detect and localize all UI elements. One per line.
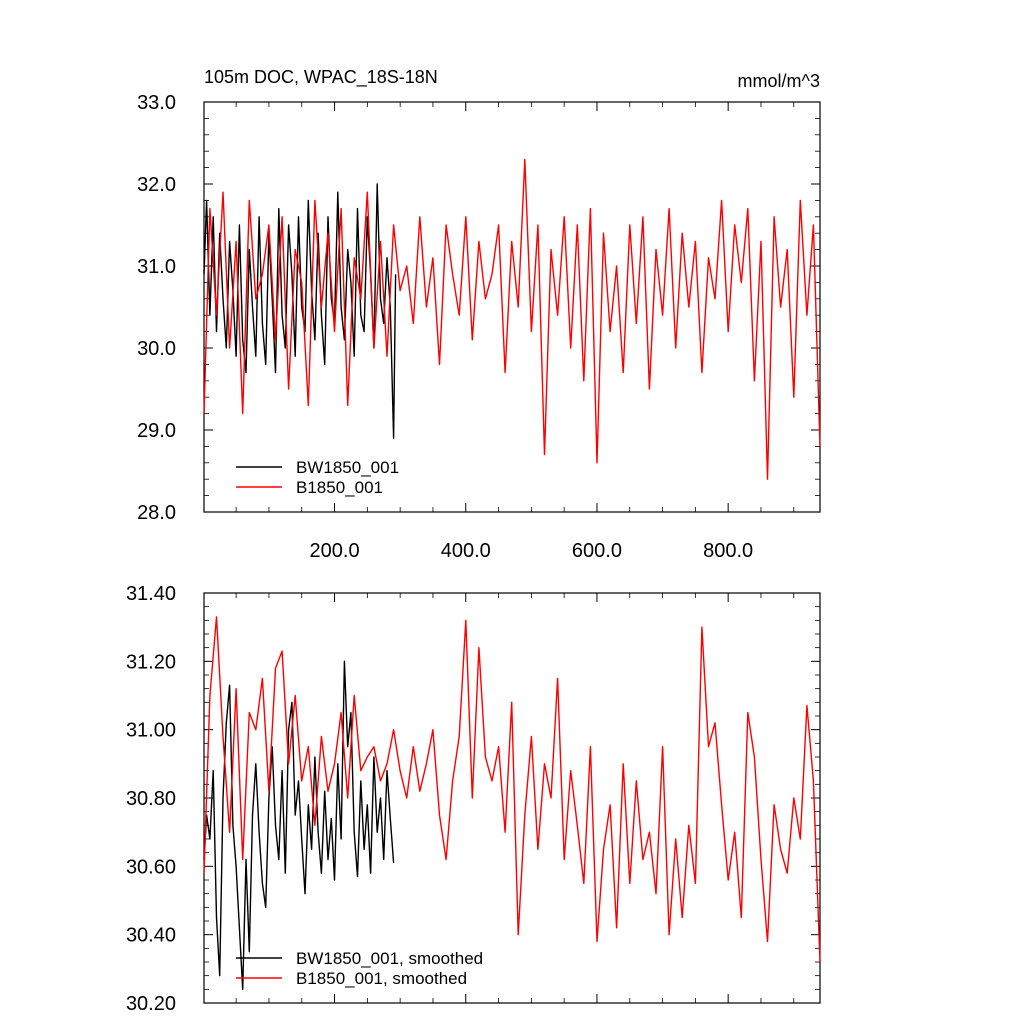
y-tick-label: 30.0 (137, 338, 176, 360)
y-tick-label: 31.00 (126, 720, 176, 742)
x-tick-label: 400.0 (441, 540, 491, 562)
y-tick-label: 30.80 (126, 788, 176, 810)
x-tick-label: 200.0 (310, 540, 360, 562)
y-tick-label: 33.0 (137, 92, 176, 114)
legend-label: BW1850_001, smoothed (296, 949, 483, 968)
x-tick-label: 600.0 (572, 540, 622, 562)
legend-label: BW1850_001 (296, 458, 399, 477)
series-line-1 (203, 616, 821, 963)
legend-label: B1850_001 (296, 478, 383, 497)
series-line-1 (203, 158, 821, 480)
series-line-0 (203, 660, 395, 990)
bottom-panel: 30.20 30.40 30.60 30.80 31.00 31.20 31.40 BW185… (126, 583, 821, 1015)
y-tick-label: 30.40 (126, 925, 176, 947)
y-tick-label: 29.0 (137, 420, 176, 442)
y-tick-label: 31.0 (137, 256, 176, 278)
series-line-0 (203, 183, 397, 439)
y-tick-label: 31.40 (126, 583, 176, 605)
units-label: mmol/m^3 (738, 71, 820, 91)
plot-frame (203, 101, 821, 513)
y-tick-label: 31.20 (126, 651, 176, 673)
chart-title: 105m DOC, WPAC_18S-18N (204, 67, 438, 88)
y-tick-label: 30.20 (126, 993, 176, 1015)
y-tick-label: 28.0 (137, 502, 176, 524)
x-tick-label: 800.0 (703, 540, 753, 562)
top-panel: 105m DOC, WPAC_18S-18N mmol/m^3 28.0 29.0… (137, 67, 821, 562)
y-tick-label: 32.0 (137, 174, 176, 196)
legend-label: B1850_001, smoothed (296, 969, 467, 988)
y-tick-label: 30.60 (126, 856, 176, 878)
